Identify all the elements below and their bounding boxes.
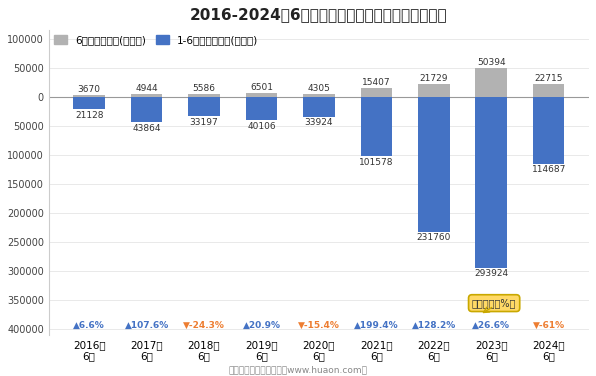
Bar [246,97,277,120]
Bar [361,88,392,97]
Text: 50394: 50394 [477,58,505,67]
Text: 33197: 33197 [190,118,218,127]
Text: ▲107.6%: ▲107.6% [125,321,169,330]
Bar [533,84,564,97]
Bar [303,94,335,97]
Bar [303,97,335,117]
Text: 101578: 101578 [359,158,393,167]
Text: 22715: 22715 [535,74,563,83]
Text: ▲20.9%: ▲20.9% [243,321,281,330]
Bar [418,97,449,232]
Text: 21128: 21128 [75,111,104,120]
Text: 43864: 43864 [132,124,161,133]
Text: 293924: 293924 [474,269,508,278]
Text: 4305: 4305 [308,85,330,94]
Text: 制图：华经产业研究院（www.huaon.com）: 制图：华经产业研究院（www.huaon.com） [228,365,368,374]
Bar [188,97,220,116]
Bar [476,68,507,97]
Text: 15407: 15407 [362,78,391,87]
Text: 4944: 4944 [135,84,158,93]
Text: 5586: 5586 [193,84,216,93]
Bar [361,97,392,156]
Bar [418,84,449,97]
Text: 33924: 33924 [305,118,333,127]
Bar [131,94,162,97]
Text: 6501: 6501 [250,83,273,92]
Text: 同比增速（%）: 同比增速（%） [472,298,516,308]
Legend: 6月进出口总额(万美元), 1-6月进出口总额(万美元): 6月进出口总额(万美元), 1-6月进出口总额(万美元) [54,35,258,45]
Bar [188,94,220,97]
Text: ▼-61%: ▼-61% [533,321,565,330]
Title: 2016-2024年6月青岛西海岸综合保税区进出口总额: 2016-2024年6月青岛西海岸综合保税区进出口总额 [190,7,448,22]
Text: 3670: 3670 [77,85,101,94]
Text: 40106: 40106 [247,122,276,131]
Text: 114687: 114687 [532,165,566,174]
Bar [73,95,105,97]
Bar [73,97,105,109]
Text: ▼-24.3%: ▼-24.3% [183,321,225,330]
Bar [533,97,564,164]
Bar [476,97,507,268]
Text: ▲26.6%: ▲26.6% [472,321,510,330]
Text: ▲199.4%: ▲199.4% [354,321,399,330]
Bar [246,93,277,97]
Text: ▲128.2%: ▲128.2% [412,321,456,330]
Bar [131,97,162,122]
Text: 231760: 231760 [417,233,451,242]
Text: 21729: 21729 [420,74,448,83]
Text: ▲6.6%: ▲6.6% [73,321,105,330]
Text: ▼-15.4%: ▼-15.4% [298,321,340,330]
